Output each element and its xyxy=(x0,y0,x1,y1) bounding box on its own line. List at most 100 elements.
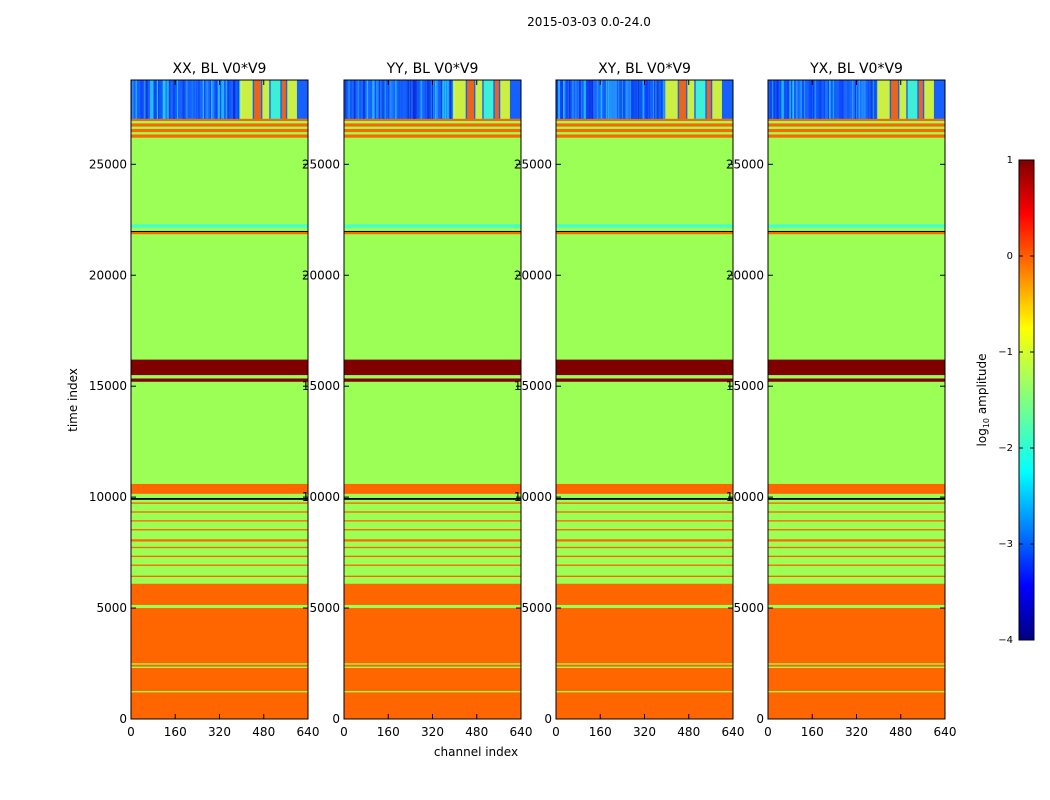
noise-stripe xyxy=(621,80,623,119)
x-tick-label: 160 xyxy=(801,725,824,739)
noise-stripe xyxy=(232,80,235,119)
time-band xyxy=(344,483,521,494)
y-tick-label: 10000 xyxy=(89,490,127,504)
noise-stripe xyxy=(816,80,819,119)
time-band xyxy=(556,224,733,228)
x-tick-label: 0 xyxy=(764,725,772,739)
time-band xyxy=(131,575,308,577)
noise-stripe xyxy=(863,80,866,119)
time-band xyxy=(344,539,521,542)
bright-channel xyxy=(877,80,890,119)
x-tick-label: 480 xyxy=(252,725,275,739)
noise-stripe xyxy=(813,80,816,119)
time-band xyxy=(556,546,733,549)
noise-stripe xyxy=(619,80,622,119)
noise-stripe xyxy=(408,80,411,119)
time-band xyxy=(768,546,945,549)
noise-stripe xyxy=(608,80,611,119)
time-band xyxy=(556,498,733,500)
noise-stripe xyxy=(649,80,652,119)
time-band xyxy=(556,529,733,531)
noise-stripe xyxy=(131,80,133,119)
noise-stripe xyxy=(582,80,584,119)
time-band xyxy=(768,493,945,499)
time-band xyxy=(131,224,308,228)
noise-stripe xyxy=(827,80,829,119)
noise-stripe xyxy=(845,80,848,119)
noise-stripe xyxy=(219,80,221,119)
bright-channel xyxy=(712,80,722,119)
bright-channel xyxy=(270,80,281,119)
time-band xyxy=(768,483,945,494)
time-band xyxy=(344,583,521,719)
noise-stripe xyxy=(768,80,771,119)
noise-stripe xyxy=(358,80,361,119)
noise-stripe xyxy=(580,80,583,119)
time-band xyxy=(131,493,308,499)
time-band xyxy=(131,227,308,231)
x-tick-label: 320 xyxy=(208,725,231,739)
time-band xyxy=(344,123,521,127)
noise-stripe xyxy=(562,80,565,119)
time-band xyxy=(344,575,521,577)
noise-stripe xyxy=(630,80,632,119)
noise-stripe xyxy=(380,80,382,119)
colorbar-tick-label: −3 xyxy=(998,539,1013,550)
noise-stripe xyxy=(140,80,143,119)
noise-stripe xyxy=(415,80,417,119)
noise-stripe xyxy=(176,80,178,119)
noise-stripe xyxy=(172,80,174,119)
time-band xyxy=(344,520,521,522)
time-band xyxy=(131,378,308,382)
noise-stripe xyxy=(162,80,165,119)
y-tick-label: 15000 xyxy=(726,379,764,393)
time-band xyxy=(768,123,945,127)
panel-title: YY, BL V0*V9 xyxy=(386,61,479,77)
noise-stripe xyxy=(646,80,649,119)
time-band xyxy=(344,493,521,499)
noise-stripe xyxy=(375,80,379,119)
noise-stripe xyxy=(222,80,225,119)
noise-region xyxy=(556,80,665,119)
noise-stripe xyxy=(610,80,613,119)
noise-stripe xyxy=(627,80,629,119)
time-band xyxy=(556,663,733,665)
time-band xyxy=(131,126,308,129)
time-band xyxy=(131,359,308,376)
y-tick-label: 20000 xyxy=(302,268,340,282)
noise-stripe xyxy=(425,80,427,119)
noise-stripe xyxy=(853,80,856,119)
noise-stripe xyxy=(833,80,836,119)
noise-stripe xyxy=(612,80,614,119)
noise-region xyxy=(768,80,877,119)
noise-stripe xyxy=(656,80,659,119)
colorbar-tick-label: 1 xyxy=(1007,155,1013,166)
noise-stripe xyxy=(396,80,400,119)
time-band xyxy=(556,555,733,558)
noise-stripe xyxy=(238,80,241,119)
noise-stripe xyxy=(381,80,384,119)
time-band xyxy=(131,128,308,133)
noise-stripe xyxy=(583,80,586,119)
bright-channel xyxy=(665,80,678,119)
noise-stripe xyxy=(192,80,194,119)
time-band xyxy=(344,227,521,231)
noise-stripe xyxy=(622,80,624,119)
noise-stripe xyxy=(352,80,354,119)
noise-stripe xyxy=(661,80,663,119)
noise-stripe xyxy=(230,80,233,119)
time-band xyxy=(131,529,308,531)
noise-stripe xyxy=(212,80,214,119)
y-tick-label: 10000 xyxy=(302,490,340,504)
noise-stripe xyxy=(596,80,599,119)
time-band xyxy=(768,498,945,500)
noise-stripe xyxy=(819,80,821,119)
noise-stripe xyxy=(558,80,560,119)
bright-channel xyxy=(695,80,706,119)
noise-stripe xyxy=(788,80,791,119)
noise-stripe xyxy=(564,80,567,119)
noise-stripe xyxy=(781,80,783,119)
time-band xyxy=(768,231,945,235)
y-tick-label: 20000 xyxy=(89,268,127,282)
noise-stripe xyxy=(362,80,365,119)
